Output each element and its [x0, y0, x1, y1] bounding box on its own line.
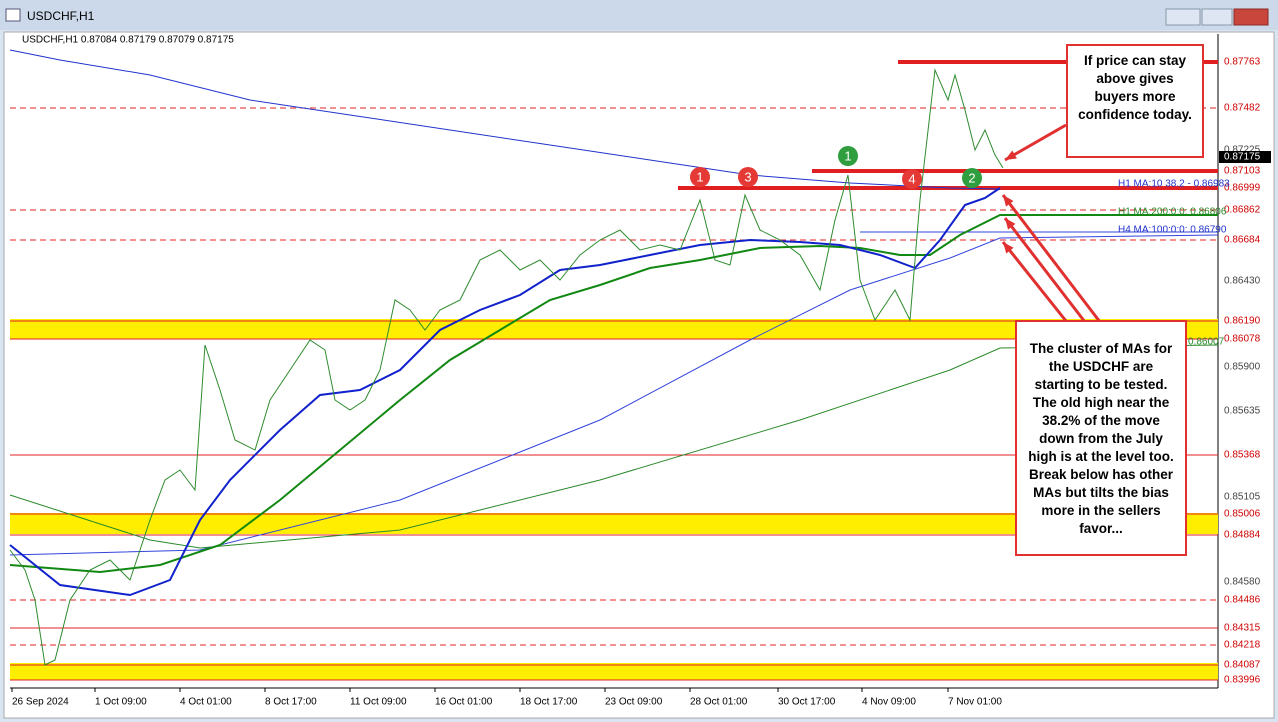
arrow-head	[1003, 242, 1014, 254]
date-label: 26 Sep 2024	[12, 697, 69, 708]
moving-average	[9, 234, 1219, 556]
price-label: 0.86430	[1224, 276, 1261, 287]
price-label: 0.84315	[1224, 623, 1261, 634]
price-label: 0.87482	[1224, 103, 1261, 114]
close-button[interactable]	[1233, 8, 1269, 26]
window-title: USDCHF,H1	[27, 9, 95, 23]
maximize-button[interactable]	[1201, 8, 1233, 26]
marker	[962, 168, 982, 188]
price-label: 0.84486	[1224, 595, 1261, 606]
marker-label: 1	[696, 169, 703, 184]
date-label: 8 Oct 17:00	[265, 697, 317, 708]
date-label: 7 Nov 01:00	[948, 697, 1002, 708]
chart-info: USDCHF,H1 0.87084 0.87179 0.87079 0.8717…	[22, 35, 234, 46]
arrow	[1001, 241, 1072, 327]
current-price: 0.87175	[1224, 152, 1261, 163]
title-bar	[0, 0, 1278, 30]
price-label: 0.86078	[1224, 334, 1261, 345]
price-label: 0.83996	[1224, 675, 1261, 686]
marker-label: 4	[908, 171, 915, 186]
date-label: 11 Oct 09:00	[350, 697, 407, 708]
arrow	[1001, 194, 1102, 323]
arrow	[1003, 217, 1087, 323]
price-label: 0.84218	[1224, 640, 1261, 651]
price-label: 0.84884	[1224, 530, 1261, 541]
price-label: 0.85900	[1224, 362, 1261, 373]
date-label: 4 Nov 09:00	[862, 697, 916, 708]
price-label: 0.85105	[1224, 492, 1261, 503]
date-label: 28 Oct 01:00	[690, 697, 748, 708]
arrow	[1004, 123, 1067, 162]
marker-label: 1	[844, 148, 851, 163]
level-tag: H4 MA:100:0:0: 0.86790	[1118, 225, 1227, 236]
level-tag: H1 MA:10 38.2 - 0.86983	[1118, 179, 1230, 190]
price-label: 0.85006	[1224, 509, 1261, 520]
price-label: 0.85368	[1224, 450, 1261, 461]
date-label: 16 Oct 01:00	[435, 697, 493, 708]
price-label: 0.84580	[1224, 577, 1261, 588]
arrow-head	[1005, 150, 1017, 160]
price-label: 0.85635	[1224, 406, 1261, 417]
price-label: 0.86684	[1224, 235, 1261, 246]
level-tag: 0.86007	[1188, 337, 1225, 348]
annotation-box: The cluster of MAs for the USDCHF are st…	[1015, 320, 1187, 556]
marker	[902, 169, 922, 189]
date-label: 30 Oct 17:00	[778, 697, 836, 708]
marker-label: 3	[744, 169, 751, 184]
moving-average	[9, 187, 1001, 597]
price-label: 0.86190	[1224, 316, 1261, 327]
arrow-head	[1005, 218, 1016, 230]
support-band	[10, 513, 1218, 534]
price-label: 0.86999	[1224, 183, 1261, 194]
marker	[738, 167, 758, 187]
window-icon	[5, 8, 21, 22]
marker	[838, 146, 858, 166]
date-label: 1 Oct 09:00	[95, 697, 147, 708]
minimize-button[interactable]	[1165, 8, 1201, 26]
level-tag: H1 MA:200:0:0: 0.86806	[1118, 207, 1227, 218]
price-label: 0.84087	[1224, 660, 1261, 671]
price-label: 0.87763	[1224, 57, 1261, 68]
support-band	[10, 319, 1218, 339]
price-label: 0.86862	[1224, 205, 1261, 216]
date-label: 4 Oct 01:00	[180, 697, 232, 708]
price-label: 0.87225	[1224, 145, 1261, 156]
marker	[690, 167, 710, 187]
price-line	[9, 68, 1004, 666]
arrow-head	[1003, 195, 1014, 207]
price-label: 0.87103	[1224, 166, 1261, 177]
date-label: 18 Oct 17:00	[520, 697, 578, 708]
annotation-box: If price can stay above gives buyers mor…	[1066, 44, 1204, 158]
marker-label: 2	[968, 170, 975, 185]
moving-average	[9, 49, 1001, 190]
support-band	[10, 663, 1218, 680]
moving-average	[9, 214, 1218, 574]
current-price-tag	[1219, 151, 1271, 163]
moving-average	[9, 344, 1219, 549]
date-label: 23 Oct 09:00	[605, 697, 663, 708]
